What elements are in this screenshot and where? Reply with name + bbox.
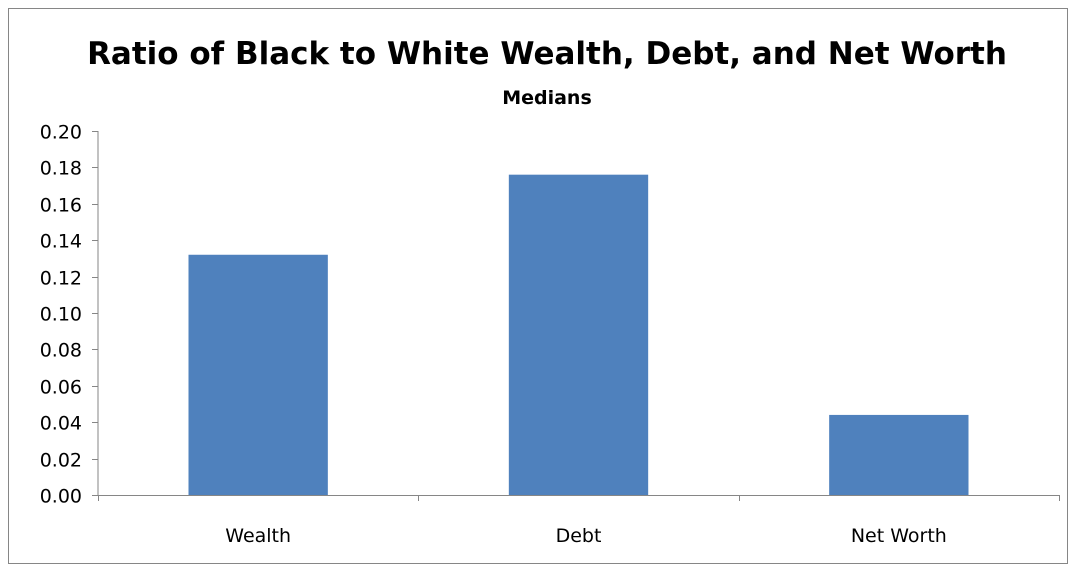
bar-net-worth [829, 414, 969, 495]
bar-debt [508, 174, 649, 495]
y-tick-label: 0.08 [40, 340, 82, 362]
y-tick-label: 0.00 [40, 486, 82, 508]
bars-group [188, 174, 969, 495]
chart-frame: Ratio of Black to White Wealth, Debt, an… [8, 8, 1068, 564]
chart-svg: Ratio of Black to White Wealth, Debt, an… [40, 36, 1060, 547]
x-category-label: Debt [556, 525, 602, 547]
y-tick-label: 0.14 [40, 231, 82, 253]
y-tick-label: 0.04 [40, 413, 82, 435]
y-tick-label: 0.10 [40, 304, 82, 326]
chart-subtitle: Medians [502, 87, 592, 109]
y-axis: 0.00 0.02 0.04 0.06 0.08 0.10 0.12 0.14 0.16 0.18… [40, 122, 99, 508]
x-axis: Wealth Debt Net Worth [98, 495, 1060, 547]
y-tick-label: 0.16 [40, 195, 82, 217]
x-category-label: Net Worth [851, 525, 947, 547]
y-tick-label: 0.12 [40, 268, 82, 290]
bar-wealth [188, 254, 328, 495]
y-tick-label: 0.20 [40, 122, 82, 144]
y-tick-label: 0.02 [40, 450, 82, 472]
x-category-label: Wealth [225, 525, 291, 547]
chart-title: Ratio of Black to White Wealth, Debt, an… [87, 36, 1007, 72]
y-tick-label: 0.18 [40, 158, 82, 180]
y-tick-label: 0.06 [40, 377, 82, 399]
